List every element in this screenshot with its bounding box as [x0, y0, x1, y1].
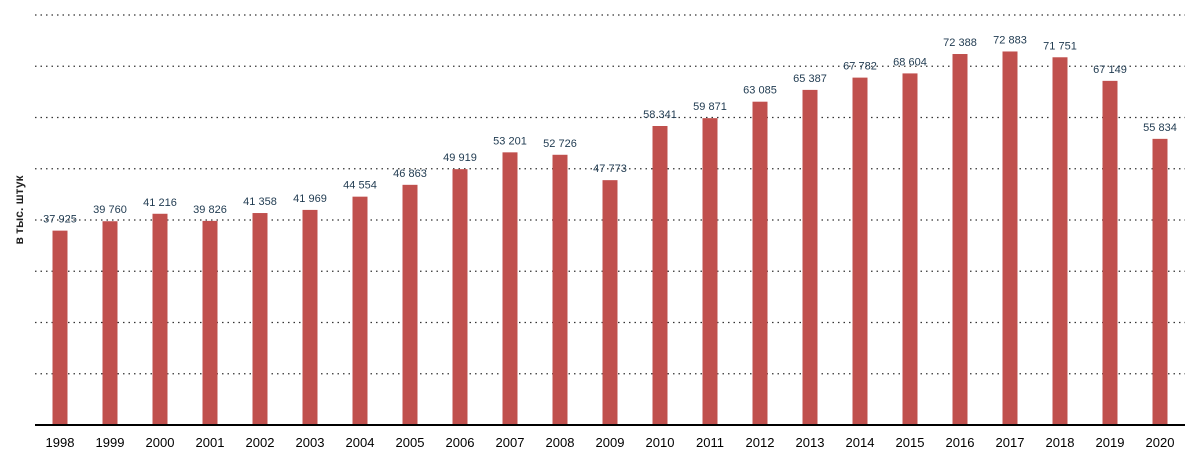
x-tick-label: 2002	[246, 435, 275, 450]
bar	[502, 152, 518, 425]
data-label: 49 919	[443, 152, 477, 164]
data-label: 68 604	[893, 56, 927, 68]
data-label: 44 554	[343, 180, 377, 192]
bar	[602, 180, 618, 425]
x-tick-label: 2011	[696, 435, 724, 450]
bar	[102, 221, 118, 425]
data-label: 53 201	[493, 135, 527, 147]
bar	[352, 196, 368, 425]
x-tick-label: 2020	[1146, 435, 1175, 450]
x-tick-label: 2005	[396, 435, 425, 450]
bar	[452, 169, 468, 425]
bar	[202, 220, 218, 425]
x-tick-label: 2013	[796, 435, 825, 450]
x-tick-label: 2018	[1046, 435, 1075, 450]
data-label: 39 760	[93, 204, 127, 216]
x-tick-label: 2008	[546, 435, 575, 450]
bar	[52, 230, 68, 425]
bar	[902, 73, 918, 425]
bar	[1052, 57, 1068, 426]
data-label: 67 149	[1093, 64, 1127, 76]
x-tick-label: 2017	[996, 435, 1025, 450]
data-label: 41 358	[243, 196, 277, 208]
bar	[1152, 138, 1168, 425]
bar	[252, 213, 268, 425]
bar	[302, 209, 318, 425]
data-label: 65 387	[793, 73, 827, 85]
data-label: 47 773	[593, 163, 627, 175]
bar	[152, 213, 168, 425]
x-tick-label: 2012	[746, 435, 775, 450]
x-tick-label: 2016	[946, 435, 975, 450]
x-tick-label: 2004	[346, 435, 375, 450]
y-axis-label: в тыс. штук	[12, 175, 26, 245]
bar	[1102, 80, 1118, 425]
x-tick-label: 1998	[46, 435, 75, 450]
x-tick-label: 2003	[296, 435, 325, 450]
data-label: 46 863	[393, 168, 427, 180]
data-label: 72 883	[993, 34, 1027, 46]
bar	[852, 77, 868, 425]
data-label: 63 085	[743, 85, 777, 97]
bar	[652, 126, 668, 425]
x-tick-label: 2019	[1096, 435, 1125, 450]
data-label: 71 751	[1043, 40, 1077, 52]
x-tick-label: 2015	[896, 435, 925, 450]
bar	[802, 89, 818, 425]
data-label: 58 341	[643, 109, 677, 121]
x-tick-label: 2006	[446, 435, 475, 450]
x-tick-label: 2014	[846, 435, 875, 450]
data-label: 41 969	[293, 193, 327, 205]
bar	[952, 54, 968, 425]
data-label: 72 388	[943, 37, 977, 49]
data-label: 52 726	[543, 138, 577, 150]
bar	[752, 101, 768, 425]
x-tick-label: 2001	[196, 435, 225, 450]
x-tick-label: 2009	[596, 435, 625, 450]
bar	[1002, 51, 1018, 426]
x-tick-label: 1999	[96, 435, 125, 450]
data-label: 59 871	[693, 101, 727, 113]
data-label: 67 782	[843, 61, 877, 73]
data-label: 39 826	[193, 204, 227, 216]
bar	[402, 184, 418, 425]
x-tick-label: 2000	[146, 435, 175, 450]
bar	[702, 118, 718, 425]
x-tick-label: 2007	[496, 435, 525, 450]
bar	[552, 154, 568, 426]
data-label: 55 834	[1143, 122, 1177, 134]
data-label: 37 925	[43, 214, 77, 226]
x-tick-label: 2010	[646, 435, 675, 450]
data-label: 41 216	[143, 197, 177, 209]
